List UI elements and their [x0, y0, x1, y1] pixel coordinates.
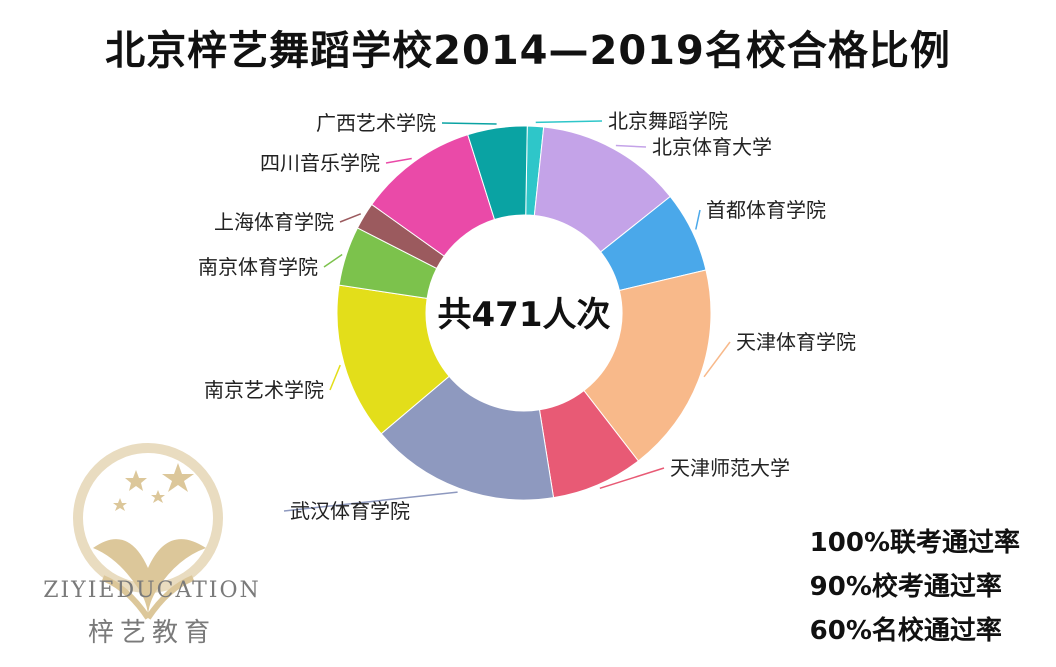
- slice-label: 广西艺术学院: [316, 111, 436, 135]
- chart-total-label: 共471人次: [438, 295, 611, 335]
- logo-text-cn: 梓艺教育: [87, 618, 216, 648]
- logo-text-en: ZIYIEDUCATION: [43, 578, 261, 603]
- slice-label: 北京体育大学: [652, 135, 772, 159]
- donut-slice: [467, 125, 528, 221]
- slice-label: 北京舞蹈学院: [608, 109, 728, 133]
- logo-emblem: [73, 443, 223, 620]
- slice-leader-line: [283, 491, 458, 512]
- pass-rate-stats: 100%联考通过率 90%校考通过率 60%名校通过率: [810, 521, 1020, 653]
- slice-leader-line: [615, 144, 647, 148]
- slice-leader-line: [695, 209, 701, 230]
- donut-slice: [583, 269, 712, 462]
- slice-label: 上海体育学院: [214, 210, 334, 234]
- chart-title: 北京梓艺舞蹈学校2014—2019名校合格比例: [105, 28, 951, 74]
- slice-label: 首都体育学院: [706, 198, 826, 222]
- slice-leader-line: [329, 364, 341, 391]
- slice-leader-line: [339, 213, 362, 223]
- slice-leader-line: [599, 467, 665, 490]
- slice-leader-line: [535, 120, 603, 124]
- slice-label: 天津体育学院: [736, 330, 856, 354]
- slice-leader-line: [703, 341, 731, 378]
- slice-leader-line: [385, 157, 412, 164]
- slice-label: 南京体育学院: [198, 255, 318, 279]
- slice-label: 武汉体育学院: [290, 499, 410, 523]
- slice-leader-line: [323, 253, 343, 268]
- slice-label: 南京艺术学院: [204, 378, 324, 402]
- stat-line-2: 90%校考通过率: [809, 572, 1002, 602]
- slice-label: 天津师范大学: [670, 456, 790, 480]
- slice-label: 四川音乐学院: [260, 151, 380, 175]
- stat-line-1: 100%联考通过率: [809, 528, 1020, 558]
- stat-line-3: 60%名校通过率: [809, 616, 1002, 646]
- slice-leader-line: [441, 122, 497, 125]
